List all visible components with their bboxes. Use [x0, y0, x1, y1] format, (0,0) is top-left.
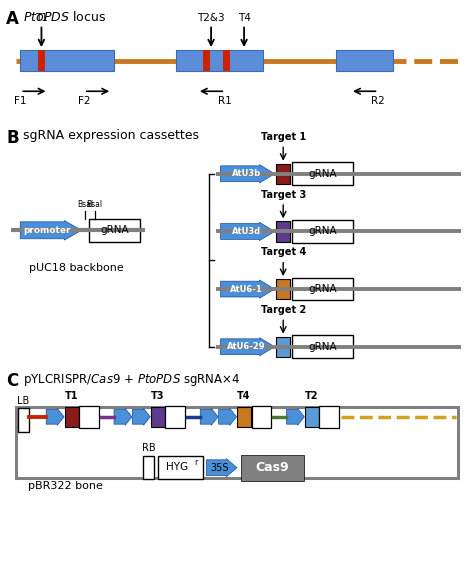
Bar [38, 50, 45, 72]
Text: A: A [6, 10, 19, 28]
FancyArrow shape [206, 458, 237, 477]
Text: LB: LB [18, 396, 30, 406]
Text: Target 4: Target 4 [261, 248, 306, 257]
FancyArrow shape [220, 280, 275, 298]
Text: Target 2: Target 2 [261, 305, 306, 315]
Text: R1: R1 [219, 95, 232, 106]
Text: T2&3: T2&3 [197, 13, 225, 23]
Text: C: C [6, 371, 18, 390]
Bar [241, 456, 304, 481]
Bar [305, 407, 319, 427]
Text: T1: T1 [35, 13, 48, 23]
Text: B: B [6, 128, 19, 147]
Bar [151, 407, 165, 427]
Bar [158, 457, 202, 479]
FancyArrow shape [46, 408, 64, 425]
Bar [18, 408, 29, 432]
Bar [64, 407, 79, 427]
Text: AtU3d: AtU3d [232, 227, 261, 236]
Text: pYLCRISPR/$\it{Cas9}$ + $\it{PtoPDS}$ sgRNA×4: pYLCRISPR/$\it{Cas9}$ + $\it{PtoPDS}$ sg… [23, 371, 240, 387]
Bar [319, 406, 339, 428]
Bar [292, 162, 354, 185]
Text: Target 3: Target 3 [261, 190, 306, 200]
Bar [276, 279, 290, 299]
Bar [252, 406, 272, 428]
Text: r: r [194, 458, 197, 466]
Text: AtU6-1: AtU6-1 [230, 285, 263, 294]
Text: T3: T3 [151, 391, 164, 401]
Bar [237, 407, 251, 427]
FancyArrow shape [220, 165, 275, 183]
FancyArrow shape [114, 408, 132, 425]
Bar [165, 406, 185, 428]
FancyArrow shape [20, 220, 82, 240]
Bar [20, 50, 115, 72]
Bar [276, 337, 290, 357]
Bar [292, 220, 354, 243]
Text: T1: T1 [65, 391, 78, 401]
Text: F2: F2 [78, 95, 90, 106]
Bar [276, 222, 290, 241]
Bar [176, 50, 263, 72]
Text: T4: T4 [237, 13, 250, 23]
Text: pBR322 bone: pBR322 bone [27, 481, 102, 491]
Bar [276, 164, 290, 184]
Bar [292, 336, 354, 358]
FancyArrow shape [220, 337, 275, 356]
FancyArrow shape [286, 408, 304, 425]
Text: gRNA: gRNA [100, 225, 129, 235]
FancyArrow shape [200, 408, 218, 425]
Text: sgRNA expression cassettes: sgRNA expression cassettes [23, 128, 199, 141]
Text: AtU3b: AtU3b [232, 169, 261, 178]
FancyArrow shape [220, 222, 275, 240]
Text: T2: T2 [305, 391, 319, 401]
Bar [16, 407, 458, 478]
Text: 35S: 35S [210, 463, 229, 473]
Bar [89, 219, 140, 241]
Bar [143, 457, 154, 479]
Bar [203, 50, 210, 72]
Text: AtU6-29: AtU6-29 [227, 343, 265, 351]
FancyArrow shape [219, 408, 237, 425]
Text: gRNA: gRNA [309, 342, 337, 352]
Bar [79, 406, 99, 428]
Text: promoter: promoter [23, 226, 70, 235]
Bar [292, 278, 354, 300]
Text: BsaI: BsaI [87, 200, 103, 209]
Text: HYG: HYG [166, 462, 188, 471]
Text: $\it{PtoPDS}$ locus: $\it{PtoPDS}$ locus [23, 10, 106, 24]
Bar [223, 50, 230, 72]
Text: F1: F1 [14, 95, 27, 106]
Text: gRNA: gRNA [309, 169, 337, 179]
FancyArrow shape [132, 408, 150, 425]
Bar [336, 50, 392, 72]
Text: gRNA: gRNA [309, 284, 337, 294]
Text: gRNA: gRNA [309, 227, 337, 236]
Text: pUC18 backbone: pUC18 backbone [29, 263, 124, 273]
Text: BsaI: BsaI [77, 200, 93, 209]
Text: Target 1: Target 1 [261, 132, 306, 142]
Text: R2: R2 [372, 95, 385, 106]
Text: Cas9: Cas9 [255, 461, 289, 474]
Text: RB: RB [142, 442, 155, 453]
Text: T4: T4 [237, 391, 251, 401]
